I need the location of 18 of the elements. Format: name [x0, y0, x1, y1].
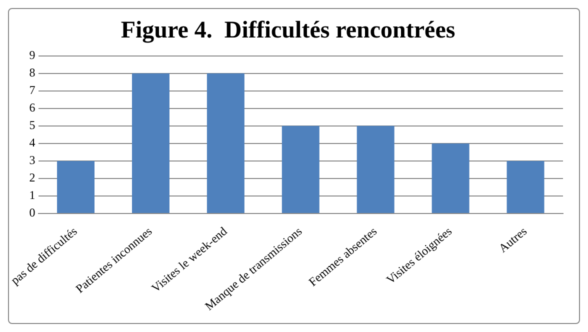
bar: [206, 73, 244, 214]
y-tick-label: 2: [29, 170, 36, 185]
y-tick-label: 9: [29, 48, 36, 62]
bar: [432, 143, 470, 214]
y-tick-label: 8: [29, 65, 36, 80]
bar: [132, 73, 170, 214]
bar: [356, 126, 394, 214]
y-tick-label: 5: [29, 118, 36, 132]
chart-title: Figure 4. Difficultés rencontrées: [120, 18, 456, 44]
y-tick-label: 3: [29, 153, 36, 168]
y-tick-label: 1: [29, 188, 36, 202]
y-tick-label: 6: [29, 100, 36, 115]
bar: [57, 160, 95, 214]
y-tick-label: 0: [29, 206, 36, 220]
bar: [506, 160, 544, 214]
y-tick-label: 4: [29, 136, 36, 150]
bar: [282, 126, 320, 214]
y-tick-label: 7: [29, 83, 36, 98]
